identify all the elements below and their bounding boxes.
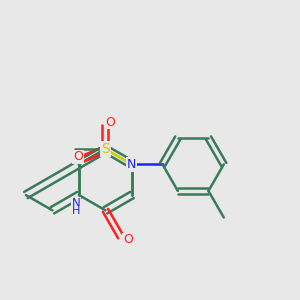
Text: N: N: [72, 197, 80, 210]
Text: S: S: [101, 142, 110, 156]
Text: O: O: [123, 233, 133, 246]
Text: O: O: [105, 116, 115, 129]
Text: O: O: [73, 150, 83, 163]
Text: H: H: [72, 206, 80, 216]
Text: N: N: [127, 158, 136, 171]
